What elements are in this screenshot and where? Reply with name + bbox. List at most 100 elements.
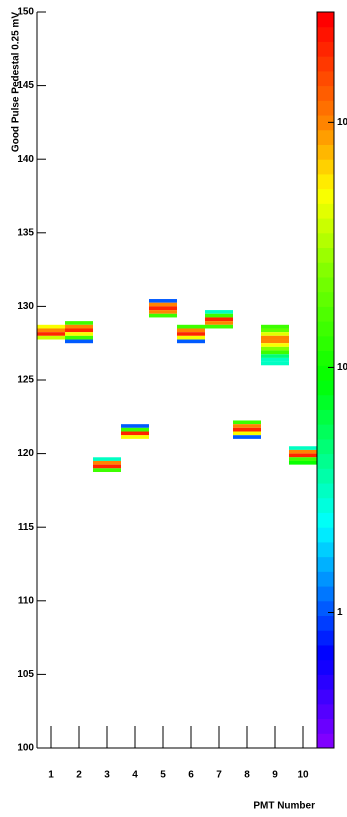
palette-band [317, 173, 334, 190]
y-tick-label: 100 [17, 743, 34, 754]
heat-cell [261, 361, 289, 366]
heat-cell [289, 446, 317, 450]
palette-band [317, 644, 334, 661]
z-tick-label: 100 [337, 117, 347, 128]
heat-cell [149, 302, 177, 307]
heat-cell [93, 464, 121, 469]
heat-cell [233, 427, 261, 432]
heat-cell [233, 435, 261, 439]
heat-cell [205, 313, 233, 318]
heat-cell [261, 328, 289, 333]
heat-cell [149, 313, 177, 318]
palette-band [317, 380, 334, 396]
x-tick-label: 5 [160, 770, 166, 781]
heat-cell [289, 449, 317, 454]
palette-band [317, 556, 334, 572]
y-tick-label: 105 [17, 669, 34, 680]
z-tick-label: 10 [337, 362, 347, 373]
y-tick-label: 110 [18, 595, 35, 606]
x-tick-label: 7 [216, 770, 222, 781]
heat-cell [261, 324, 289, 329]
palette-band [317, 394, 334, 410]
heat-cell [261, 346, 289, 351]
palette-band [317, 262, 334, 278]
heat-cell [177, 332, 205, 336]
y-tick-label: 150 [17, 7, 34, 18]
y-tick-label: 115 [18, 522, 35, 533]
palette-band [317, 203, 334, 219]
heat-cell [261, 343, 289, 347]
x-tick-label: 4 [132, 770, 138, 781]
heat-cell [93, 457, 121, 461]
palette-frame [316, 11, 335, 749]
y-tick-label: 145 [17, 80, 34, 91]
palette-band [317, 85, 334, 101]
y-tick-label: 120 [17, 448, 34, 459]
heat-cell [121, 427, 149, 432]
heat-cell [65, 339, 93, 344]
heat-cell [149, 299, 177, 303]
palette-band [317, 291, 334, 307]
palette-band [317, 689, 334, 705]
palette-band [317, 541, 334, 558]
palette-band [317, 512, 334, 528]
heat-cell [289, 460, 317, 465]
palette-band [317, 527, 334, 543]
palette-band [317, 586, 334, 602]
palette-band [317, 115, 334, 131]
palette-band [317, 306, 334, 322]
palette-band [317, 70, 334, 87]
heat-cell [65, 321, 93, 325]
x-tick-label: 3 [104, 770, 110, 781]
palette-band [317, 630, 334, 646]
heat-cell [289, 457, 317, 461]
palette-band [317, 321, 334, 337]
heat-cell [233, 424, 261, 428]
heat-cell [37, 328, 65, 333]
palette-band [317, 276, 334, 293]
x-tick-label: 10 [297, 770, 309, 781]
heat-cell [177, 335, 205, 340]
palette-band [317, 129, 334, 145]
heat-cell [121, 424, 149, 428]
palette-band [317, 56, 334, 72]
palette-band [317, 600, 334, 617]
heat-cell [261, 350, 289, 355]
palette-band [317, 100, 334, 116]
palette-band [317, 350, 334, 366]
heat-cell [65, 324, 93, 329]
palette-band [317, 438, 334, 455]
palette-band [317, 468, 334, 484]
heat-cell [65, 328, 93, 333]
heat-cell [65, 335, 93, 340]
x-axis-title: PMT Number [253, 801, 315, 812]
x-tick-label: 2 [76, 770, 82, 781]
heat-cell [177, 324, 205, 329]
y-tick-label: 130 [17, 301, 34, 312]
heat-cell [93, 468, 121, 472]
palette-band [317, 497, 334, 513]
palette-band [317, 188, 334, 204]
palette-band [317, 615, 334, 631]
heat-cell [233, 431, 261, 436]
heat-cell [261, 332, 289, 336]
palette-band [317, 571, 334, 587]
palette-band [317, 12, 334, 28]
y-tick-label: 135 [17, 227, 34, 238]
x-tick-label: 9 [272, 770, 278, 781]
x-tick-label: 6 [188, 770, 194, 781]
palette-band [317, 365, 334, 381]
heat-cell [121, 431, 149, 436]
palette-band [317, 218, 334, 234]
palette-band [317, 159, 334, 175]
heat-cell [177, 339, 205, 344]
heat-cell [261, 339, 289, 344]
heat-cell [205, 317, 233, 322]
palette-band [317, 659, 334, 675]
palette-band [317, 232, 334, 249]
heat-cell [37, 335, 65, 340]
palette-band [317, 733, 334, 749]
palette-band [317, 247, 334, 263]
palette-band [317, 453, 334, 469]
